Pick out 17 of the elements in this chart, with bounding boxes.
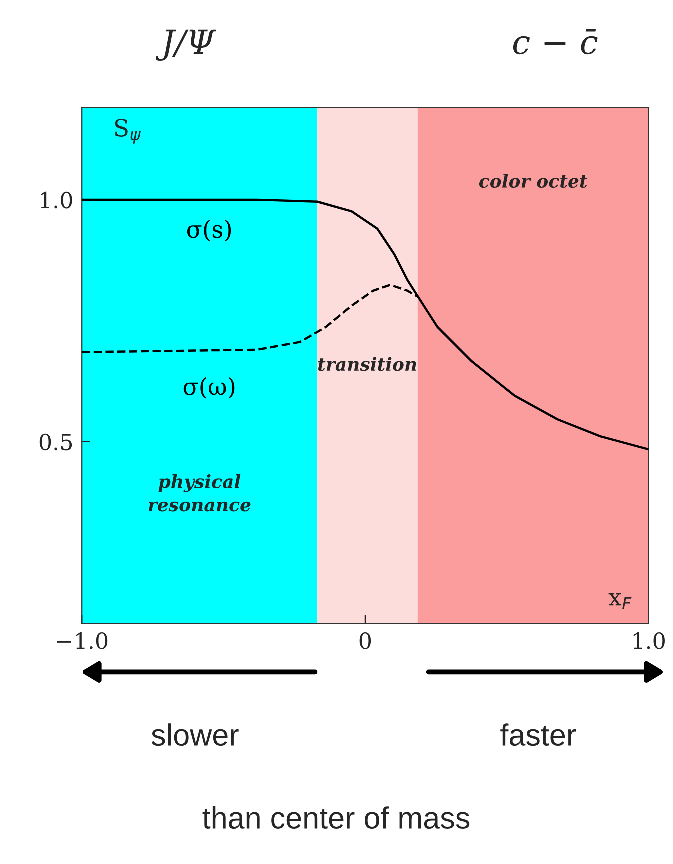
text: c − c̄ xyxy=(513,29,598,55)
x-axis-title: x$_{F}$ xyxy=(608,593,632,610)
band-label: physical resonance xyxy=(148,474,251,512)
y-axis-title: S$_{ψ}$ xyxy=(115,119,141,144)
band-label: transition xyxy=(318,357,416,372)
x-tick-label: 1.0 xyxy=(634,632,665,650)
x-tick-label: −1.0 xyxy=(57,632,108,650)
series-label: σ(s) xyxy=(187,220,232,242)
band-label: color octet xyxy=(479,174,588,188)
y-tick-label: 0.5 xyxy=(40,434,72,451)
text: slower xyxy=(152,724,239,746)
text: faster xyxy=(500,724,576,746)
series-label: σ(ω) xyxy=(184,377,235,399)
text: than center of mass xyxy=(202,806,470,829)
text: J/Ψ xyxy=(156,30,216,62)
line-series xyxy=(82,198,649,451)
x-tick-label: 0 xyxy=(360,632,372,650)
